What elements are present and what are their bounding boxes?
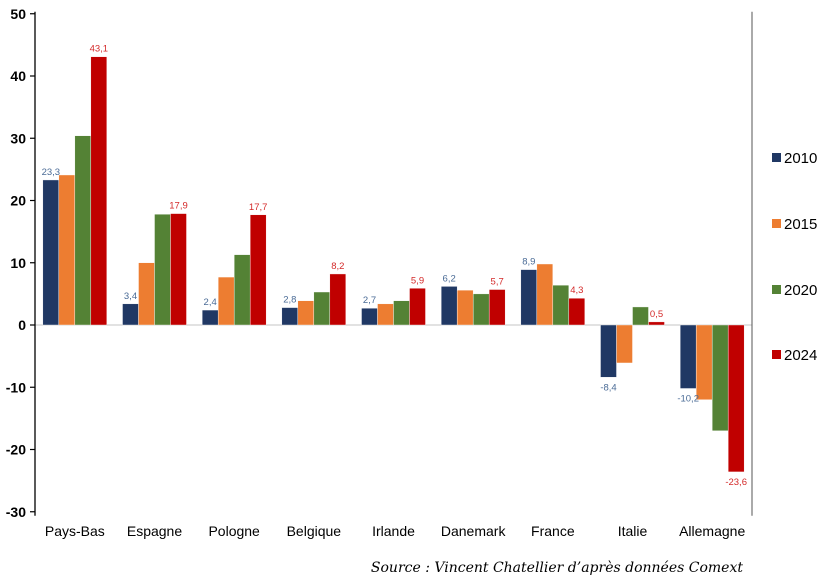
bar-2024 bbox=[249, 214, 267, 326]
y-tick-label: 30 bbox=[10, 130, 26, 146]
legend-swatch-2024 bbox=[772, 350, 781, 359]
data-label-2024: 17,9 bbox=[169, 201, 188, 212]
bar-2010 bbox=[201, 309, 219, 326]
bar-2020 bbox=[313, 291, 331, 326]
data-label-2024: 43,1 bbox=[90, 44, 109, 55]
bars bbox=[42, 56, 745, 473]
bar-2015 bbox=[217, 276, 235, 326]
y-tick-label: -30 bbox=[6, 504, 26, 520]
legend-label-2024: 2024 bbox=[784, 347, 817, 364]
bar-2015 bbox=[695, 324, 713, 400]
data-label-2024: 5,7 bbox=[491, 277, 504, 288]
data-label-2010: 2,8 bbox=[283, 295, 296, 306]
bar-2010 bbox=[122, 303, 139, 326]
bar-2024 bbox=[409, 288, 426, 326]
data-label-2010: 6,2 bbox=[443, 273, 456, 284]
bar-2010 bbox=[520, 269, 538, 326]
y-tick-label: -20 bbox=[6, 442, 26, 458]
bar-2024 bbox=[90, 56, 108, 326]
bar-2024 bbox=[488, 289, 506, 326]
x-tick-label: Pays-Bas bbox=[45, 523, 105, 539]
bar-2020 bbox=[552, 284, 570, 326]
bar-2024 bbox=[727, 324, 745, 473]
legend-swatch-2020 bbox=[772, 285, 781, 294]
bar-2024 bbox=[329, 273, 347, 326]
bar-2010 bbox=[361, 307, 378, 326]
data-label-2010: -8,4 bbox=[600, 382, 616, 393]
bar-2010 bbox=[679, 324, 697, 389]
x-tick-label: Italie bbox=[618, 523, 648, 539]
bar-2020 bbox=[711, 324, 729, 432]
x-tick-label: Danemark bbox=[441, 523, 507, 539]
bar-2020 bbox=[472, 293, 490, 326]
x-tick-label: Irlande bbox=[372, 523, 415, 539]
legend: 2010 2015 2020 2024 bbox=[772, 150, 817, 364]
bar-2015 bbox=[377, 303, 394, 326]
x-tick-label: Belgique bbox=[287, 523, 342, 539]
data-label-2010: 3,4 bbox=[124, 291, 137, 302]
bar-2010 bbox=[42, 179, 60, 326]
axes: 50 40 30 20 10 0 -10 -20 -30 Pays-Bas Espagne Polog… bbox=[6, 6, 753, 539]
x-tick-label: Espagne bbox=[127, 523, 182, 539]
data-labels: 23,3 43,1 3,4 17,9 2,4 17,7 2,8 8,2 2,7 5,9 6,2 5,7… bbox=[42, 44, 747, 488]
data-label-2010: 2,4 bbox=[204, 297, 217, 308]
bar-2015 bbox=[456, 289, 474, 326]
bar-2015 bbox=[138, 262, 155, 326]
y-tick-label: 50 bbox=[10, 6, 26, 22]
data-label-2024: 17,7 bbox=[249, 202, 268, 213]
x-tick-label: France bbox=[531, 523, 575, 539]
data-label-2024: 5,9 bbox=[411, 275, 424, 286]
bar-2024 bbox=[648, 321, 665, 326]
data-label-2024: -23,6 bbox=[725, 477, 747, 488]
y-tick-label: 10 bbox=[10, 255, 26, 271]
legend-label-2020: 2020 bbox=[784, 282, 817, 299]
bar-2024 bbox=[170, 213, 187, 326]
y-tick-label: 20 bbox=[10, 193, 26, 209]
legend-label-2015: 2015 bbox=[784, 216, 817, 233]
y-tick-label: 0 bbox=[18, 317, 26, 333]
legend-label-2010: 2010 bbox=[784, 150, 817, 167]
bar-2020 bbox=[393, 300, 410, 326]
bar-2020 bbox=[233, 254, 251, 326]
bar-2010 bbox=[281, 307, 299, 326]
data-label-2024: 0,5 bbox=[650, 309, 663, 320]
source-note: Source : Vincent Chatellier d’après donn… bbox=[371, 560, 743, 576]
legend-swatch-2010 bbox=[772, 153, 781, 162]
bar-2010 bbox=[600, 324, 617, 378]
y-tick-label: 40 bbox=[10, 68, 26, 84]
bar-2020 bbox=[74, 135, 92, 326]
data-label-2010: 23,3 bbox=[42, 167, 61, 178]
bar-2024 bbox=[568, 298, 586, 326]
data-label-2024: 4,3 bbox=[570, 285, 583, 296]
bar-2015 bbox=[616, 324, 633, 364]
bar-2020 bbox=[154, 213, 171, 326]
bar-2015 bbox=[58, 174, 76, 326]
bar-2020 bbox=[632, 306, 649, 326]
x-tick-label: Pologne bbox=[208, 523, 260, 539]
y-tick-label: -10 bbox=[6, 379, 26, 395]
data-label-2024: 8,2 bbox=[331, 261, 344, 272]
x-tick-label: Allemagne bbox=[679, 523, 745, 539]
data-label-2010: 2,7 bbox=[363, 295, 376, 306]
bar-2015 bbox=[297, 300, 315, 326]
data-label-2010: 8,9 bbox=[522, 257, 535, 268]
bar-2010 bbox=[440, 286, 458, 326]
bar-2015 bbox=[536, 263, 554, 326]
legend-swatch-2015 bbox=[772, 219, 781, 228]
data-label-2010: -10,2 bbox=[677, 393, 699, 404]
